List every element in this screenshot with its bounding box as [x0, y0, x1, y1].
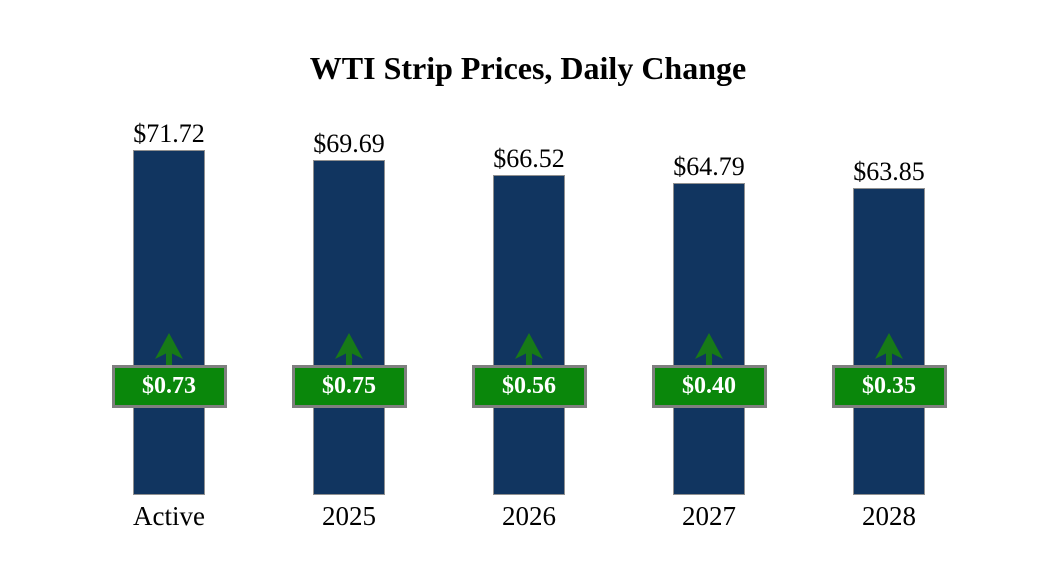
daily-change-label: $0.75	[322, 373, 376, 399]
chart-title: WTI Strip Prices, Daily Change	[309, 50, 747, 86]
strip-price-label: $69.69	[313, 128, 385, 158]
up-arrow-icon	[155, 333, 183, 367]
category-label: 2025	[322, 501, 376, 531]
daily-change-badge: $0.75	[291, 365, 407, 408]
price-bar	[313, 159, 385, 495]
price-bar	[133, 150, 205, 495]
daily-change-label: $0.40	[682, 373, 736, 399]
daily-change-badge: $0.35	[831, 365, 947, 408]
daily-change-label: $0.73	[142, 373, 196, 399]
daily-change-badge: $0.73	[111, 365, 227, 408]
category-label: 2027	[682, 501, 736, 531]
category-label: 2026	[502, 501, 556, 531]
daily-change-label: $0.56	[502, 373, 556, 399]
up-arrow-icon	[695, 333, 723, 367]
strip-price-label: $64.79	[673, 152, 745, 182]
up-arrow-icon	[515, 333, 543, 367]
strip-price-label: $63.85	[853, 156, 925, 186]
category-label: Active	[133, 501, 205, 531]
daily-change-label: $0.35	[862, 373, 916, 399]
daily-change-badge: $0.40	[651, 365, 767, 408]
strip-price-label: $66.52	[493, 144, 565, 174]
up-arrow-icon	[875, 333, 903, 367]
up-arrow-icon	[335, 333, 363, 367]
strip-price-label: $71.72	[133, 119, 205, 149]
category-label: 2028	[862, 501, 916, 531]
daily-change-badge: $0.56	[471, 365, 587, 408]
